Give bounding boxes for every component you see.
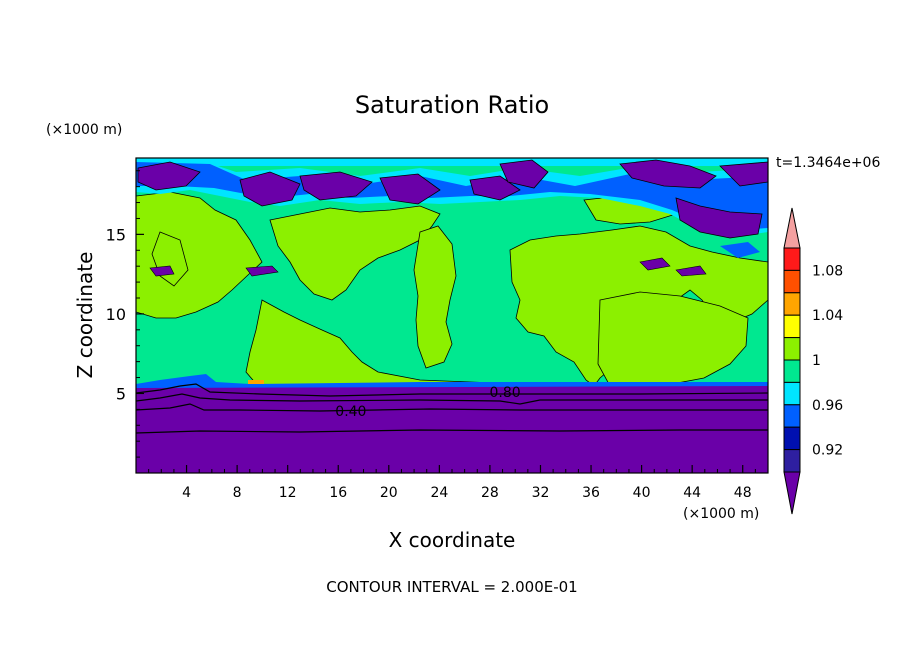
x-tick-label: 12: [279, 485, 297, 501]
x-tick-label: 28: [481, 485, 499, 501]
colorbar-tick-label: 1.04: [812, 308, 843, 324]
contour-value-label: 0.80: [490, 385, 521, 401]
colorbar-tick-label: 0.96: [812, 398, 843, 414]
dry-patch: [639, 257, 671, 271]
dry-lower-layer: [136, 376, 768, 473]
x-tick-label: 48: [734, 485, 752, 501]
contour-interval-label: CONTOUR INTERVAL = 2.000E-01: [326, 578, 577, 596]
x-tick-label: 4: [182, 485, 191, 501]
dry-patch: [675, 197, 763, 239]
dry-patch: [379, 173, 441, 205]
contour-line: [136, 383, 768, 397]
colorbar-swatch: [783, 381, 801, 406]
x-tick-label: 44: [683, 485, 701, 501]
y-axis-title: Z coordinate: [73, 252, 97, 379]
supersaturated-region: [136, 191, 263, 319]
upper-band: [136, 158, 768, 166]
supersaturated-region: [413, 225, 457, 369]
y-tick-label: 10: [106, 305, 126, 324]
dry-patch: [149, 265, 175, 277]
colorbar-swatch: [783, 404, 801, 428]
y-axis: 5 10 15: [106, 170, 144, 458]
dry-patch: [239, 171, 301, 207]
colorbar-swatch: [783, 359, 801, 383]
colorbar: 1.08 1.04 1 0.96 0.92: [783, 207, 843, 515]
colorbar-swatch: [783, 314, 801, 339]
x-axis: 4 8 12 16 20 24 28 32 36 40 44 48: [148, 465, 756, 501]
x-tick-label: 40: [633, 485, 651, 501]
y-tick-label: 5: [116, 384, 126, 403]
time-label: t=1.3464e+06: [776, 155, 880, 171]
contour-line: [136, 403, 768, 412]
saturation-edge: [136, 374, 768, 388]
dry-patch: [675, 265, 707, 277]
colorbar-swatch: [783, 269, 801, 294]
colorbar-top-extension: [783, 207, 801, 249]
dry-patch: [720, 242, 760, 258]
y-unit-label: (×1000 m): [46, 122, 122, 138]
colorbar-swatch: [783, 337, 801, 361]
contour-field: [136, 158, 768, 473]
colorbar-tick-label: 0.92: [812, 443, 843, 459]
x-tick-label: 20: [380, 485, 398, 501]
x-tick-label: 24: [430, 485, 448, 501]
x-tick-label: 32: [532, 485, 550, 501]
x-unit-label: (×1000 m): [683, 506, 759, 522]
colorbar-swatch: [783, 247, 801, 271]
x-axis-title: X coordinate: [389, 528, 516, 552]
colorbar-swatch: [783, 449, 801, 473]
colorbar-tick-label: 1: [812, 353, 821, 369]
dry-patch: [499, 159, 549, 189]
y-tick-label: 15: [106, 225, 126, 244]
dry-patch: [245, 265, 279, 277]
supersaturated-region: [269, 205, 441, 301]
dry-patch: [719, 161, 768, 187]
dry-patch: [137, 161, 201, 191]
contour-value-label: 0.40: [335, 404, 366, 420]
x-tick-label: 16: [329, 485, 347, 501]
colorbar-swatch: [783, 426, 801, 451]
x-tick-label: 8: [233, 485, 242, 501]
colorbar-tick-label: 1.08: [812, 263, 843, 279]
colorbar-bottom-extension: [783, 471, 801, 515]
dry-patch: [469, 175, 521, 201]
supersaturated-spot: [248, 380, 264, 384]
dry-patch: [619, 159, 717, 189]
x-tick-label: 36: [582, 485, 600, 501]
colorbar-swatch: [783, 292, 801, 316]
dry-patch: [299, 171, 373, 201]
contour-line: [136, 429, 768, 434]
chart-title: Saturation Ratio: [355, 91, 549, 119]
subsaturated-patch: [136, 162, 768, 230]
contour-line: [136, 393, 768, 405]
contour-labels: 0.40 0.80: [335, 385, 520, 420]
